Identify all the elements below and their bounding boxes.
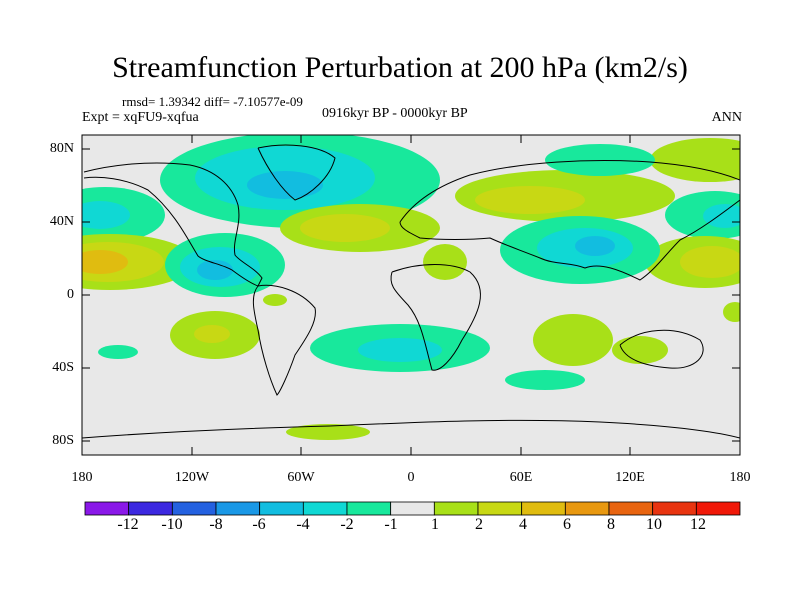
contour-region [723, 302, 740, 322]
colorbar-label: 2 [475, 516, 483, 533]
contour-region [194, 325, 230, 343]
contour-region [300, 214, 390, 242]
colorbar-box [390, 501, 435, 516]
contour-region [286, 424, 370, 440]
coastlines [82, 144, 740, 439]
coastline-south-america [252, 284, 316, 396]
contour-region [475, 186, 585, 214]
lon-label-120e: 120E [615, 470, 645, 485]
lon-label-60w: 60W [287, 470, 315, 485]
colorbar-box [608, 501, 654, 516]
coastline-eurasia [399, 160, 740, 281]
contour-region [612, 336, 668, 364]
lon-label-0: 0 [407, 470, 415, 485]
contour-region [82, 250, 128, 274]
colorbar-label: -4 [296, 516, 310, 533]
colorbar-box [215, 501, 261, 516]
contour-region [533, 314, 613, 366]
lat-label-80n: 80N [49, 141, 74, 156]
colorbar-box [84, 501, 130, 516]
contour-region [703, 204, 740, 228]
contour-region [505, 370, 585, 390]
colorbar-box [695, 501, 741, 516]
colorbar-box [302, 501, 348, 516]
contour-region [650, 138, 740, 182]
colorbar-box [259, 501, 304, 516]
colorbar-label: 12 [690, 516, 706, 533]
colorbar-box [652, 501, 697, 516]
colorbar-label: 8 [607, 516, 615, 533]
colorbar-box [477, 501, 523, 516]
coastline-greenland [257, 144, 336, 201]
contour-region [247, 171, 323, 199]
contour-region [98, 345, 138, 359]
contour-region [680, 246, 740, 278]
lat-label-80s: 80S [52, 433, 74, 448]
lat-label-40s: 40S [52, 360, 74, 375]
lon-label-120w: 120W [174, 470, 210, 485]
coastline-australia [619, 329, 704, 369]
coastline-north-america [83, 162, 263, 287]
axis-ticks [81, 135, 741, 455]
colorbar-label: 1 [431, 516, 439, 533]
contour-region [423, 244, 467, 280]
colorbar-box [433, 501, 479, 516]
colorbar [84, 501, 741, 516]
colorbar-label: -1 [384, 516, 398, 533]
colorbar-label: -2 [340, 516, 354, 533]
coastline-africa [390, 264, 481, 371]
stats-line: rmsd= 1.39342 diff= -7.10577e-09 [122, 94, 303, 109]
season-label: ANN [711, 110, 742, 125]
colorbar-label: -12 [117, 516, 139, 533]
map-title: Streamfunction Perturbation at 200 hPa (… [112, 51, 688, 84]
colorbar-box [346, 501, 392, 516]
colorbar-label: 4 [519, 516, 527, 533]
colorbar-label: -6 [252, 516, 266, 533]
contour-region [575, 236, 615, 256]
colorbar-label: -8 [209, 516, 223, 533]
lon-label-180e: 180 [729, 470, 751, 485]
coastline-antarctica [82, 419, 740, 439]
contour-region [263, 294, 287, 306]
lat-label-0: 0 [67, 287, 74, 302]
period-label: 0916kyr BP - 0000kyr BP [322, 106, 468, 121]
colorbar-box [171, 501, 217, 516]
contour-region [197, 260, 233, 280]
colorbar-label: -10 [161, 516, 183, 533]
colorbar-box [128, 501, 173, 516]
colorbar-label: 10 [646, 516, 662, 533]
colorbar-box [521, 501, 566, 516]
colorbar-box [564, 501, 610, 516]
contour-fields [82, 135, 740, 440]
contour-region [358, 338, 442, 362]
lon-label-60e: 60E [509, 470, 533, 485]
colorbar-label: 6 [563, 516, 571, 533]
lat-label-40n: 40N [49, 214, 74, 229]
experiment-label: Expt = xqFU9-xqfua [82, 110, 199, 125]
contour-region [82, 201, 130, 229]
lon-label-180w: 180 [71, 470, 93, 485]
